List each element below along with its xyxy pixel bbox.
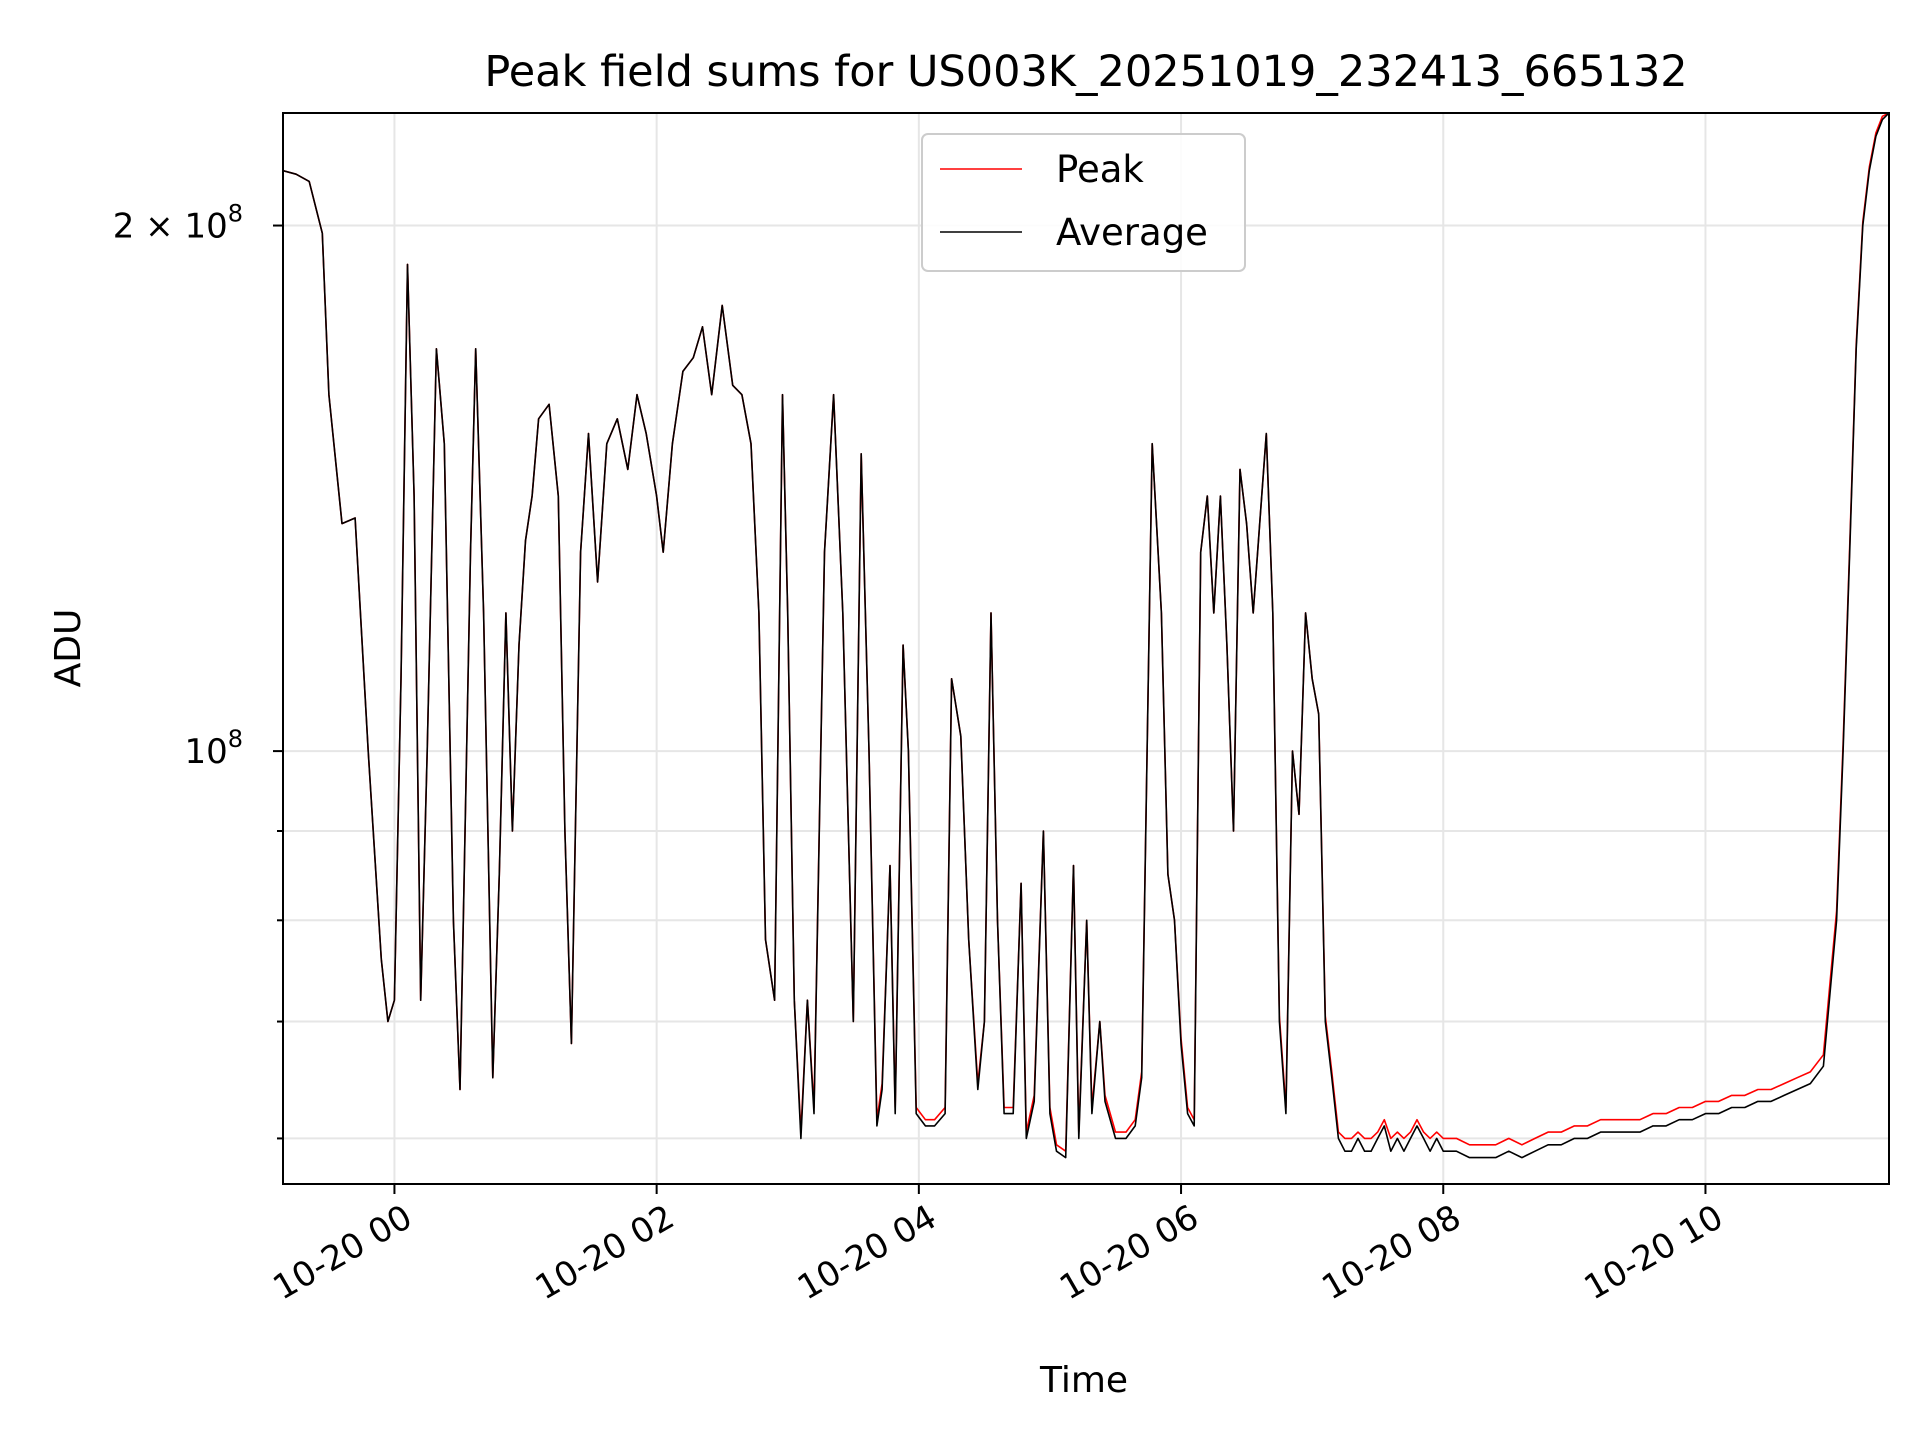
x-tick-label: 10-20 10 [1578, 1197, 1730, 1308]
x-axis: 10-20 00 10-20 02 10-20 04 10-20 06 10-20 08… [267, 1184, 1730, 1308]
x-tick-label: 10-20 04 [791, 1197, 943, 1308]
legend-label-peak: Peak [1056, 148, 1144, 191]
y-tick-label: 2 × 108 [113, 200, 243, 247]
x-tick-label: 10-20 08 [1315, 1197, 1467, 1308]
plot-frame [282, 112, 1890, 1185]
x-tick-label: 10-20 06 [1053, 1197, 1205, 1308]
y-tick-label: 108 [184, 725, 243, 772]
grid [283, 113, 1889, 1184]
chart-title: Peak field sums for US003K_20251019_2324… [484, 47, 1687, 97]
plot-lines [283, 113, 1889, 1159]
y-tick-exponent: 8 [228, 725, 243, 753]
x-tick-label: 10-20 00 [267, 1197, 419, 1308]
legend-label-average: Average [1056, 211, 1208, 254]
x-tick-label: 10-20 02 [529, 1197, 681, 1308]
y-axis-label: ADU [48, 609, 89, 688]
y-tick-exponent: 8 [228, 200, 243, 228]
series-line-average [283, 113, 1889, 1159]
x-axis-label: Time [1039, 1360, 1128, 1401]
y-axis: 108 2 × 108 [113, 200, 283, 1140]
legend: Peak Average [921, 133, 1246, 272]
